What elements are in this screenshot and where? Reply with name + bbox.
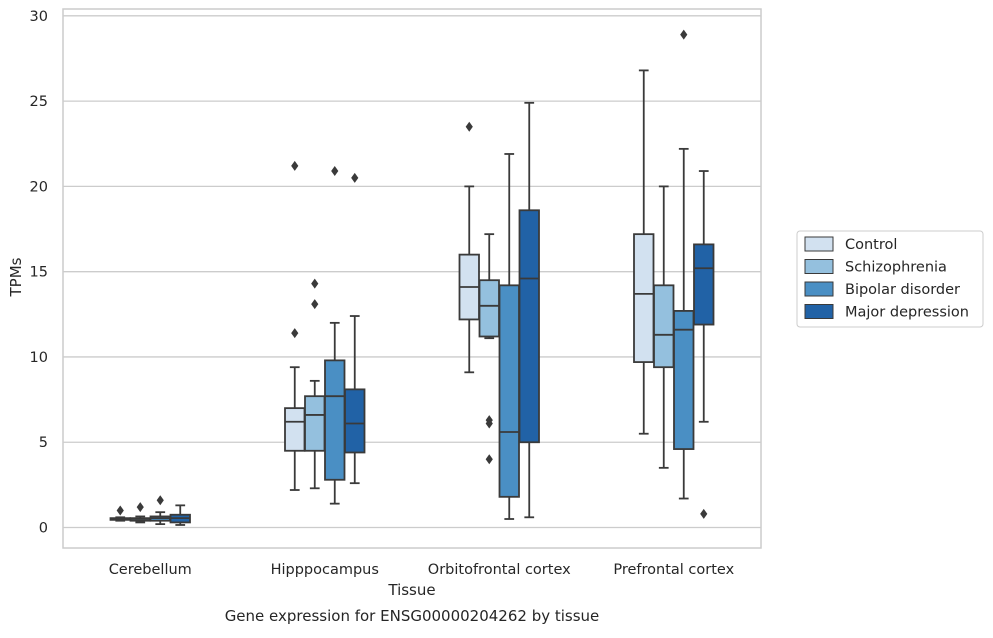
- x-axis-ticks: Cerebellum Hipppocampus Orbitofrontal cort…: [109, 562, 735, 578]
- x-tick-label: Prefrontal cortex: [613, 562, 734, 578]
- x-tick-label: Orbitofrontal cortex: [428, 562, 571, 578]
- y-tick-label: 20: [30, 179, 48, 195]
- plot-area-frame: [62, 8, 762, 549]
- box-bipolar-disorder: [324, 166, 346, 505]
- box-control: [284, 160, 306, 491]
- legend-swatch: [804, 259, 834, 274]
- legend-label: Schizophrenia: [845, 260, 947, 276]
- box-major-depression: [169, 504, 191, 526]
- x-axis-label: Tissue: [387, 581, 435, 599]
- box-body: [653, 284, 675, 369]
- outlier-point: [680, 29, 688, 40]
- boxes-layer: [109, 29, 715, 526]
- box-body: [344, 388, 366, 454]
- legend-label: Control: [845, 237, 897, 253]
- y-tick-label: 0: [39, 521, 48, 537]
- outlier-point: [351, 172, 359, 183]
- outlier-point: [485, 415, 493, 426]
- box-body: [498, 284, 520, 498]
- y-tick-label: 10: [30, 350, 48, 366]
- y-tick-label: 5: [39, 435, 48, 451]
- y-axis-ticks: 0 5 10 15 20 25 30: [30, 9, 48, 537]
- box-body: [304, 395, 326, 452]
- box-body: [324, 359, 346, 481]
- box-body: [673, 310, 695, 450]
- box-schizophrenia: [129, 502, 151, 524]
- box-bipolar-disorder: [498, 153, 520, 520]
- outlier-point: [700, 508, 708, 519]
- outlier-point: [156, 495, 164, 506]
- legend-frame: [796, 230, 984, 328]
- y-tick-label: 15: [30, 265, 48, 281]
- box-control: [633, 69, 655, 435]
- y-tick-label: 25: [30, 94, 48, 110]
- x-tick-label: Hipppocampus: [271, 562, 379, 578]
- outlier-point: [291, 328, 299, 339]
- box-body: [693, 243, 715, 326]
- legend-label: Bipolar disorder: [845, 282, 960, 298]
- box-body: [478, 279, 500, 338]
- outlier-point: [485, 454, 493, 465]
- box-major-depression: [344, 172, 366, 485]
- legend-swatch: [804, 281, 834, 297]
- outlier-point: [116, 505, 124, 516]
- box-schizophrenia: [478, 233, 500, 465]
- outlier-point: [331, 166, 339, 177]
- legend: Control Schizophrenia Bipolar disorder Majo…: [796, 230, 984, 328]
- y-axis-label: TPMs: [7, 257, 25, 297]
- outlier-point: [136, 502, 144, 513]
- outlier-point: [291, 160, 299, 171]
- box-schizophrenia: [304, 278, 326, 490]
- x-tick-label: Cerebellum: [109, 562, 192, 578]
- outlier-point: [465, 121, 473, 132]
- chart-caption: Gene expression for ENSG00000204262 by t…: [225, 607, 600, 625]
- legend-label: Major depression: [845, 305, 969, 321]
- box-body: [284, 407, 306, 452]
- box-control: [109, 505, 131, 522]
- y-tick-label: 30: [30, 9, 48, 25]
- outlier-point: [311, 278, 319, 289]
- box-major-depression: [518, 101, 540, 519]
- box-body: [518, 209, 540, 444]
- legend-swatch: [804, 304, 834, 319]
- outlier-point: [311, 299, 319, 310]
- box-body: [633, 233, 655, 363]
- box-schizophrenia: [653, 185, 675, 469]
- grid-layer: [63, 15, 761, 529]
- box-bipolar-disorder: [149, 495, 171, 526]
- box-control: [458, 121, 480, 374]
- box-bipolar-disorder: [673, 29, 695, 500]
- box-major-depression: [693, 170, 715, 519]
- legend-swatch: [804, 236, 834, 252]
